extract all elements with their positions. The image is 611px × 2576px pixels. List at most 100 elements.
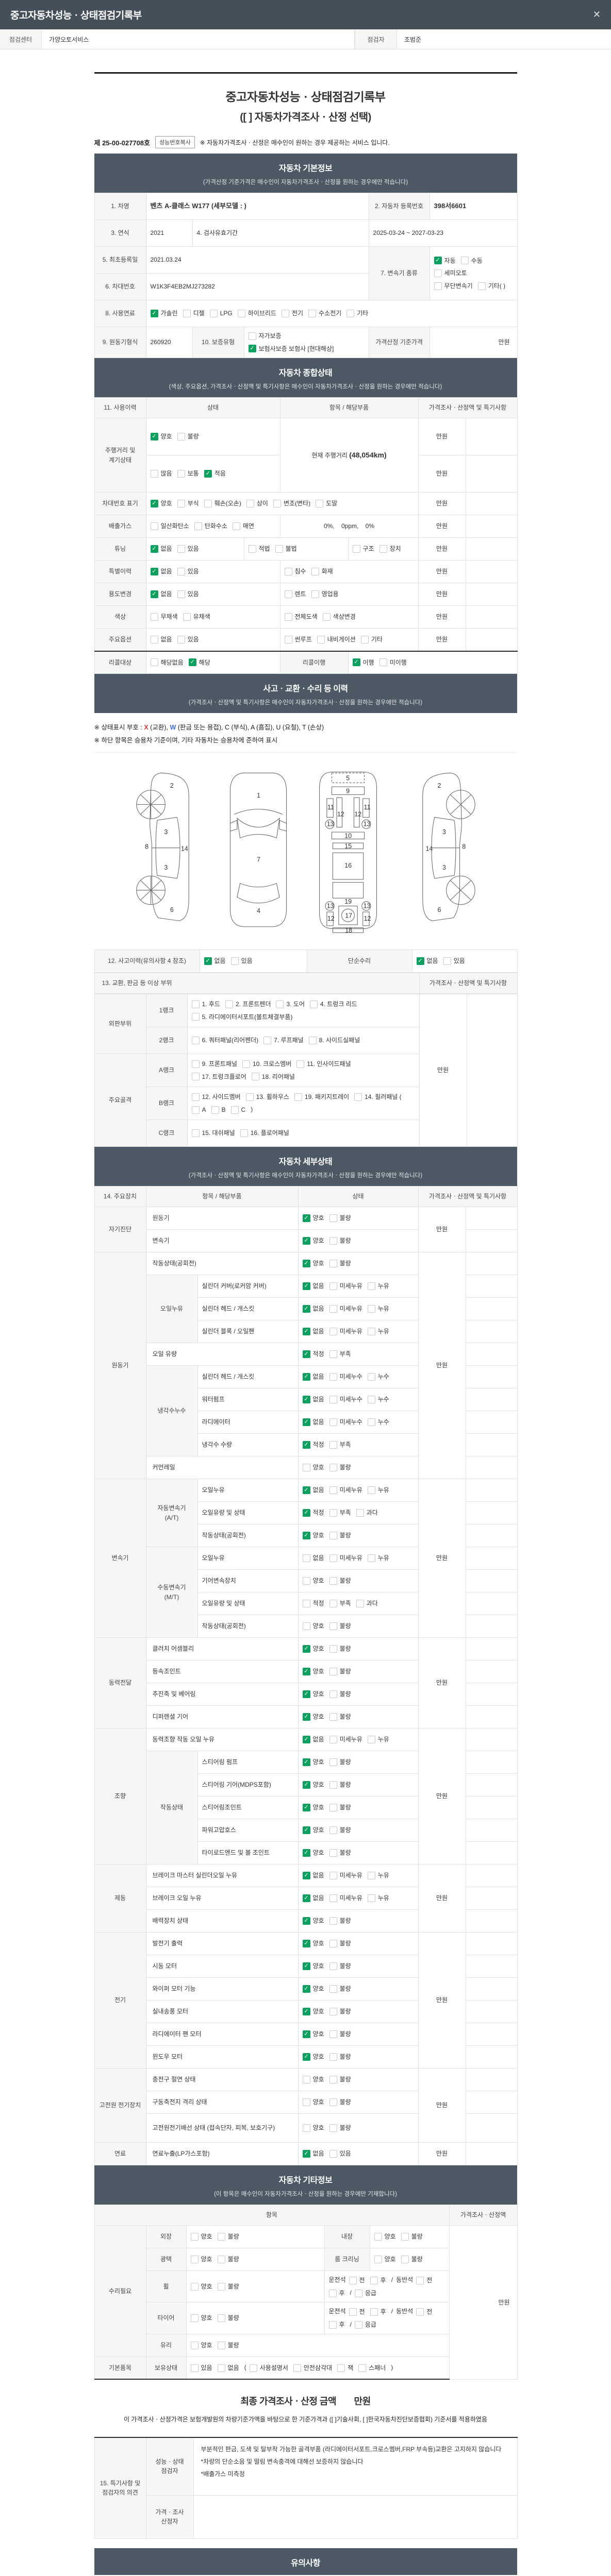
checkbox-option[interactable]: 6. 쿼터패널(리어펜더) <box>191 1036 258 1045</box>
unchecked-checkbox-icon[interactable] <box>308 310 317 317</box>
unchecked-checkbox-icon[interactable] <box>367 1328 375 1336</box>
checked-checkbox-icon[interactable]: ✓ <box>204 470 212 478</box>
checkbox-option[interactable]: 기타 <box>360 635 383 645</box>
checkbox-option[interactable]: ✓ 양호 <box>302 1644 324 1654</box>
checkbox-option[interactable]: 있음 <box>177 567 199 577</box>
checkbox-option[interactable]: 불법 <box>275 544 297 554</box>
checkbox-option[interactable]: 7. 루프패널 <box>263 1036 304 1045</box>
unchecked-checkbox-icon[interactable] <box>302 1577 310 1585</box>
checkbox-option[interactable]: 무채색 <box>150 612 178 622</box>
checkbox-option[interactable]: C <box>230 1105 245 1115</box>
checkbox-option[interactable]: 있음 <box>190 2363 212 2373</box>
checkbox-option[interactable]: 불량 <box>217 2255 239 2264</box>
checkbox-option[interactable]: 불량 <box>401 2232 423 2242</box>
checkbox-option[interactable]: 누유 <box>367 1281 389 1291</box>
checkbox-option[interactable]: 누수 <box>367 1417 389 1427</box>
checkbox-option[interactable]: 불량 <box>329 1576 351 1586</box>
unchecked-checkbox-icon[interactable] <box>251 1073 259 1081</box>
unchecked-checkbox-icon[interactable] <box>329 1985 337 1993</box>
checkbox-option[interactable]: 불량 <box>217 2341 239 2350</box>
checkbox-option[interactable]: 미세누유 <box>329 1893 362 1903</box>
checkbox-option[interactable]: 15. 대쉬패널 <box>191 1128 235 1138</box>
checkbox-option[interactable]: 양호 <box>190 2341 212 2350</box>
unchecked-checkbox-icon[interactable] <box>209 310 218 317</box>
checkbox-option[interactable]: ✓ 양호 <box>302 1939 324 1948</box>
checkbox-option[interactable]: 부족 <box>329 1599 351 1608</box>
checkbox-option[interactable]: 18. 리어패널 <box>251 1072 295 1082</box>
checked-checkbox-icon[interactable]: ✓ <box>434 257 442 265</box>
checkbox-option[interactable]: 미세누유 <box>329 1327 362 1336</box>
checkbox-option[interactable]: ✓ 양호 <box>302 2052 324 2062</box>
checkbox-option[interactable]: 불량 <box>329 1463 351 1472</box>
unchecked-checkbox-icon[interactable] <box>183 310 191 317</box>
checkbox-option[interactable]: ✓ 없음 <box>302 1417 324 1427</box>
checkbox-option[interactable]: 사용설명서 <box>249 2363 288 2373</box>
checkbox-option[interactable]: B <box>211 1105 226 1115</box>
unchecked-checkbox-icon[interactable] <box>240 1129 248 1138</box>
checkbox-option[interactable]: ✓ 양호 <box>302 1803 324 1812</box>
unchecked-checkbox-icon[interactable] <box>217 2282 225 2291</box>
checkbox-option[interactable]: ✓ 없음 <box>302 1281 324 1291</box>
checked-checkbox-icon[interactable]: ✓ <box>302 1328 310 1336</box>
checkbox-option[interactable]: 불량 <box>329 2052 351 2062</box>
unchecked-checkbox-icon[interactable] <box>367 1486 375 1495</box>
close-icon[interactable]: ✕ <box>592 9 601 20</box>
unchecked-checkbox-icon[interactable] <box>367 1418 375 1427</box>
checkbox-option[interactable]: 도말 <box>316 499 337 509</box>
unchecked-checkbox-icon[interactable] <box>379 545 387 553</box>
checked-checkbox-icon[interactable]: ✓ <box>302 2053 310 2061</box>
checked-checkbox-icon[interactable]: ✓ <box>150 500 158 508</box>
unchecked-checkbox-icon[interactable] <box>217 2233 225 2241</box>
checkbox-option[interactable]: ✓ 없음 <box>302 2149 324 2159</box>
checkbox-option[interactable]: 양호 <box>190 2282 212 2292</box>
checkbox-option[interactable]: ✓ 없음 <box>302 1485 324 1495</box>
checkbox-option[interactable]: ✓ 양호 <box>150 432 172 442</box>
checkbox-option[interactable]: ✓ 없음 <box>302 1327 324 1336</box>
checkbox-option[interactable]: ✓ 이행 <box>352 658 374 668</box>
checkbox-option[interactable]: 변조(변타) <box>273 499 310 509</box>
checkbox-option[interactable]: 양호 <box>302 1621 324 1631</box>
unchecked-checkbox-icon[interactable] <box>217 2256 225 2264</box>
unchecked-checkbox-icon[interactable] <box>311 590 319 599</box>
unchecked-checkbox-icon[interactable] <box>329 1962 337 1971</box>
checkbox-option[interactable]: 디젤 <box>183 309 205 318</box>
checkbox-option[interactable]: ✓ 양호 <box>302 1712 324 1722</box>
checked-checkbox-icon[interactable]: ✓ <box>302 1486 310 1495</box>
unchecked-checkbox-icon[interactable] <box>354 2289 362 2297</box>
checked-checkbox-icon[interactable]: ✓ <box>302 1985 310 1993</box>
unchecked-checkbox-icon[interactable] <box>329 1350 337 1359</box>
checkbox-option[interactable]: 불량 <box>401 2255 423 2264</box>
unchecked-checkbox-icon[interactable] <box>329 2076 337 2084</box>
unchecked-checkbox-icon[interactable] <box>191 1000 200 1008</box>
checkbox-option[interactable]: 불량 <box>329 1984 351 1994</box>
unchecked-checkbox-icon[interactable] <box>354 1093 362 1101</box>
unchecked-checkbox-icon[interactable] <box>329 2098 337 2107</box>
checkbox-option[interactable]: 양호 <box>190 2232 212 2242</box>
checkbox-option[interactable]: 불량 <box>329 1939 351 1948</box>
checked-checkbox-icon[interactable]: ✓ <box>302 1736 310 1744</box>
checkbox-option[interactable]: ✓ 양호 <box>302 1848 324 1858</box>
checkbox-option[interactable]: 불량 <box>329 1689 351 1699</box>
checkbox-option[interactable]: 부족 <box>329 1440 351 1450</box>
checkbox-option[interactable]: 불량 <box>329 1803 351 1812</box>
checked-checkbox-icon[interactable]: ✓ <box>150 590 158 599</box>
checkbox-option[interactable]: ✓ 양호 <box>302 1531 324 1540</box>
checkbox-option[interactable]: 미세누유 <box>329 1735 362 1744</box>
checkbox-option[interactable]: 8. 사이드실패널 <box>308 1036 360 1045</box>
checked-checkbox-icon[interactable]: ✓ <box>302 1532 310 1540</box>
checkbox-option[interactable]: 화재 <box>311 567 333 577</box>
unchecked-checkbox-icon[interactable] <box>150 613 158 621</box>
checkbox-option[interactable]: 양호 <box>374 2255 396 2264</box>
unchecked-checkbox-icon[interactable] <box>309 1000 318 1008</box>
unchecked-checkbox-icon[interactable] <box>177 470 185 478</box>
unchecked-checkbox-icon[interactable] <box>349 2276 357 2284</box>
unchecked-checkbox-icon[interactable] <box>443 957 451 965</box>
unchecked-checkbox-icon[interactable] <box>302 2076 310 2084</box>
checkbox-option[interactable]: 불량 <box>329 1961 351 1971</box>
unchecked-checkbox-icon[interactable] <box>225 1000 233 1008</box>
unchecked-checkbox-icon[interactable] <box>293 2364 301 2372</box>
checkbox-option[interactable]: 불량 <box>177 432 199 442</box>
unchecked-checkbox-icon[interactable] <box>329 2150 337 2158</box>
checked-checkbox-icon[interactable]: ✓ <box>302 2030 310 2039</box>
checked-checkbox-icon[interactable]: ✓ <box>302 2150 310 2158</box>
